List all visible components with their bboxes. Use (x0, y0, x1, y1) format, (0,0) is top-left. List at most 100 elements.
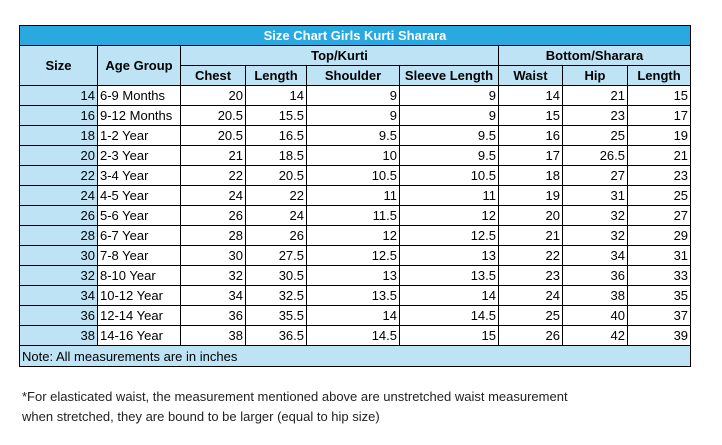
cell: 33 (626, 265, 692, 286)
cell: 22 (245, 185, 307, 206)
age-cell: 5-6 Year (97, 205, 181, 226)
cell: 28 (180, 225, 246, 246)
cell: 23 (498, 265, 563, 286)
note-row: Note: All measurements are in inches (18, 345, 692, 367)
age-cell: 2-3 Year (97, 145, 181, 166)
header: Age Group (97, 45, 181, 86)
age-cell: 14-16 Year (97, 325, 181, 346)
cell: 14 (399, 285, 499, 306)
age-cell: 4-5 Year (97, 185, 181, 206)
sub-header: Shoulder (306, 65, 400, 86)
age-cell: 6-7 Year (97, 225, 181, 246)
cell: 26.5 (562, 145, 628, 166)
age-cell: 10-12 Year (97, 285, 181, 306)
sub-header: Length (245, 65, 307, 86)
cell: 37 (626, 305, 692, 326)
cell: 13 (306, 265, 400, 286)
cell: 19 (626, 125, 692, 146)
cell: 40 (562, 305, 628, 326)
size-cell: 38 (19, 325, 98, 346)
cell: 17 (498, 145, 563, 166)
row: 36 12-14 Year 36 35.5 14 14.5 25 40 37 (19, 305, 692, 326)
cell: 15 (626, 85, 692, 106)
age-cell: 7-8 Year (97, 245, 181, 266)
cell: 21 (562, 85, 628, 106)
cell: 12.5 (399, 225, 499, 246)
cell: 42 (562, 325, 628, 346)
size-table: Size Chart Girls Kurti Sharara Size Age … (18, 25, 692, 367)
cell: 11 (306, 185, 400, 206)
row: 24 4-5 Year 24 22 11 11 19 31 25 (19, 185, 692, 206)
cell: 14 (245, 85, 307, 106)
age-cell: 9-12 Months (97, 105, 181, 126)
cell: 22 (180, 165, 246, 186)
age-cell: 12-14 Year (97, 305, 181, 326)
cell: 13 (399, 245, 499, 266)
cell: 34 (562, 245, 628, 266)
age-cell: 1-2 Year (97, 125, 181, 146)
size-cell: 18 (19, 125, 98, 146)
footnote: when stretched, they are bound to be lar… (22, 409, 380, 424)
cell: 30 (180, 245, 246, 266)
cell: 23 (626, 165, 692, 186)
row: 16 9-12 Months 20.5 15.5 9 9 15 23 17 (19, 105, 692, 126)
cell: 27.5 (245, 245, 307, 266)
cell: 11.5 (306, 205, 400, 226)
row: 30 7-8 Year 30 27.5 12.5 13 22 34 31 (19, 245, 692, 266)
cell: 35 (626, 285, 692, 306)
cell: 14 (306, 305, 400, 326)
size-cell: 28 (19, 225, 98, 246)
cell: 26 (245, 225, 307, 246)
row: 38 14-16 Year 38 36.5 14.5 15 26 42 39 (19, 325, 692, 346)
cell: 9 (399, 85, 499, 106)
cell: 16 (498, 125, 563, 146)
footnote: *For elasticated waist, the measurement … (22, 389, 568, 404)
cell: 31 (626, 245, 692, 266)
sub-header: Waist (498, 65, 563, 86)
cell: 14.5 (306, 325, 400, 346)
cell: 9.5 (306, 125, 400, 146)
cell: 25 (562, 125, 628, 146)
size-cell: 32 (19, 265, 98, 286)
sub-header: Chest (180, 65, 246, 86)
cell: 12.5 (306, 245, 400, 266)
size-cell: 14 (19, 85, 98, 106)
cell: 20 (498, 205, 563, 226)
cell: 16.5 (245, 125, 307, 146)
cell: 21 (180, 145, 246, 166)
row: 20 2-3 Year 21 18.5 10 9.5 17 26.5 21 (19, 145, 692, 166)
cell: 14 (498, 85, 563, 106)
cell: 10.5 (306, 165, 400, 186)
row: 34 10-12 Year 34 32.5 13.5 14 24 38 35 (19, 285, 692, 306)
cell: 27 (562, 165, 628, 186)
cell: 19 (498, 185, 563, 206)
cell: 35.5 (245, 305, 307, 326)
cell: 15 (399, 325, 499, 346)
size-cell: 30 (19, 245, 98, 266)
row: 32 8-10 Year 32 30.5 13 13.5 23 36 33 (19, 265, 692, 286)
cell: 12 (399, 205, 499, 226)
cell: 13.5 (306, 285, 400, 306)
cell: 9.5 (399, 145, 499, 166)
cell: 18.5 (245, 145, 307, 166)
cell: 32 (562, 225, 628, 246)
cell: 24 (180, 185, 246, 206)
row: 22 3-4 Year 22 20.5 10.5 10.5 18 27 23 (19, 165, 692, 186)
cell: 36 (180, 305, 246, 326)
age-cell: 8-10 Year (97, 265, 181, 286)
age-cell: 6-9 Months (97, 85, 181, 106)
size-cell: 16 (19, 105, 98, 126)
cell: 32 (562, 205, 628, 226)
cell: 27 (626, 205, 692, 226)
cell: 15 (498, 105, 563, 126)
cell: 26 (180, 205, 246, 226)
header: Bottom/Sharara (497, 45, 692, 66)
cell: 21 (498, 225, 563, 246)
cell: 9 (306, 105, 400, 126)
cell: 20.5 (180, 105, 246, 126)
cell: 32 (180, 265, 246, 286)
size-cell: 22 (19, 165, 98, 186)
cell: 25 (498, 305, 563, 326)
size-cell: 36 (19, 305, 98, 326)
size-cell: 24 (19, 185, 98, 206)
